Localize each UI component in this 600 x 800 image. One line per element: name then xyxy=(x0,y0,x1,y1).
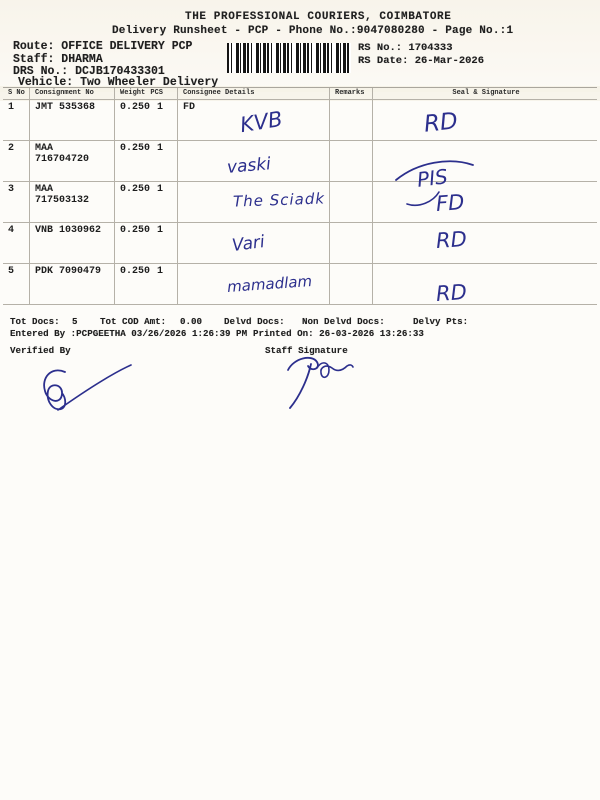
col-header-weight-pcs: Weight PCS xyxy=(115,88,178,100)
cell-weight: 0.250 xyxy=(120,143,151,154)
cell-remarks xyxy=(330,141,373,182)
table-row: 1 JMT 535368 0.250 1 FD xyxy=(3,100,597,141)
document-title: THE PROFESSIONAL COURIERS, COIMBATORE xyxy=(185,11,452,23)
cell-consignment: PDK 7090479 xyxy=(30,264,115,305)
tot-cod-label: Tot COD Amt: xyxy=(100,316,167,327)
cell-pcs: 1 xyxy=(156,225,163,236)
cell-consignee: FD xyxy=(178,100,330,141)
cell-remarks xyxy=(330,182,373,223)
cell-weight-pcs: 0.250 1 xyxy=(115,182,178,223)
staff-line: Staff: DHARMA xyxy=(13,53,103,66)
table-row: 5 PDK 7090479 0.250 1 xyxy=(3,264,597,305)
tot-cod-value: 0.00 xyxy=(180,316,203,327)
cell-weight: 0.250 xyxy=(120,266,151,277)
cell-seal xyxy=(373,264,597,305)
cell-seal xyxy=(373,223,597,264)
cell-sno: 2 xyxy=(3,141,30,182)
col-header-pcs: PCS xyxy=(150,89,163,97)
tot-docs-label: Tot Docs: xyxy=(10,316,60,327)
cell-pcs: 1 xyxy=(156,266,163,277)
col-header-remarks: Remarks xyxy=(330,88,373,100)
cell-sno: 5 xyxy=(3,264,30,305)
drs-number-line: DRS No.: DCJB170433301 xyxy=(13,65,165,78)
rs-number-line: RS No.: 1704333 xyxy=(358,42,453,54)
staff-signature-label: Staff Signature xyxy=(265,345,348,356)
cell-pcs: 1 xyxy=(156,184,163,195)
barcode-icon xyxy=(227,43,351,73)
verified-by-label: Verified By xyxy=(10,345,71,356)
non-delvd-docs-label: Non Delvd Docs: xyxy=(302,316,385,327)
cell-weight: 0.250 xyxy=(120,184,151,195)
cell-sno: 4 xyxy=(3,223,30,264)
cell-consignment: MAA 716704720 xyxy=(30,141,115,182)
cell-remarks xyxy=(330,223,373,264)
printed-on-line: Printed On: 26-03-2026 13:26:33 xyxy=(253,328,424,339)
cell-consignment: VNB 1030962 xyxy=(30,223,115,264)
cell-pcs: 1 xyxy=(156,102,163,113)
cell-consignee xyxy=(178,182,330,223)
cell-remarks xyxy=(330,100,373,141)
cell-sno: 1 xyxy=(3,100,30,141)
cell-pcs: 1 xyxy=(156,143,163,154)
cell-consignee xyxy=(178,141,330,182)
table-row: 4 VNB 1030962 0.250 1 xyxy=(3,223,597,264)
delvy-pts-label: Delvy Pts: xyxy=(413,316,469,327)
col-header-consignee: Consignee Details xyxy=(178,88,330,100)
table-row: 2 MAA 716704720 0.250 1 xyxy=(3,141,597,182)
cell-weight-pcs: 0.250 1 xyxy=(115,100,178,141)
cell-sno: 3 xyxy=(3,182,30,223)
pen-flourish-row2 xyxy=(395,160,474,207)
cell-remarks xyxy=(330,264,373,305)
cell-weight-pcs: 0.250 1 xyxy=(115,141,178,182)
col-header-weight: Weight xyxy=(120,89,146,97)
cell-consignee xyxy=(178,264,330,305)
staff-signature xyxy=(287,356,354,409)
cell-weight-pcs: 0.250 1 xyxy=(115,223,178,264)
runsheet-table: S No Consignment No Weight PCS Consignee… xyxy=(3,87,597,307)
entered-by-line: Entered By :PCPGEETHA 03/26/2026 1:26:39… xyxy=(10,328,248,339)
delvd-docs-label: Delvd Docs: xyxy=(224,316,285,327)
cell-weight-pcs: 0.250 1 xyxy=(115,264,178,305)
cell-consignment: JMT 535368 xyxy=(30,100,115,141)
rs-date-line: RS Date: 26-Mar-2026 xyxy=(358,55,485,67)
table-header-row: S No Consignment No Weight PCS Consignee… xyxy=(3,88,597,100)
route-line: Route: OFFICE DELIVERY PCP xyxy=(13,40,193,53)
col-header-sno: S No xyxy=(3,88,30,100)
verified-by-signature xyxy=(43,364,132,411)
cell-seal xyxy=(373,100,597,141)
cell-consignee xyxy=(178,223,330,264)
document-subtitle: Delivery Runsheet - PCP - Phone No.:9047… xyxy=(112,25,514,37)
tot-docs-value: 5 xyxy=(72,316,78,327)
col-header-seal: Seal & Signature xyxy=(373,88,597,100)
cell-seal xyxy=(373,182,597,223)
cell-weight: 0.250 xyxy=(120,102,151,113)
cell-weight: 0.250 xyxy=(120,225,151,236)
col-header-consignment: Consignment No xyxy=(30,88,115,100)
table-row: 3 MAA 717503132 0.250 1 xyxy=(3,182,597,223)
vehicle-line: Vehicle: Two Wheeler Delivery xyxy=(18,76,219,89)
cell-seal xyxy=(373,141,597,182)
cell-consignment: MAA 717503132 xyxy=(30,182,115,223)
